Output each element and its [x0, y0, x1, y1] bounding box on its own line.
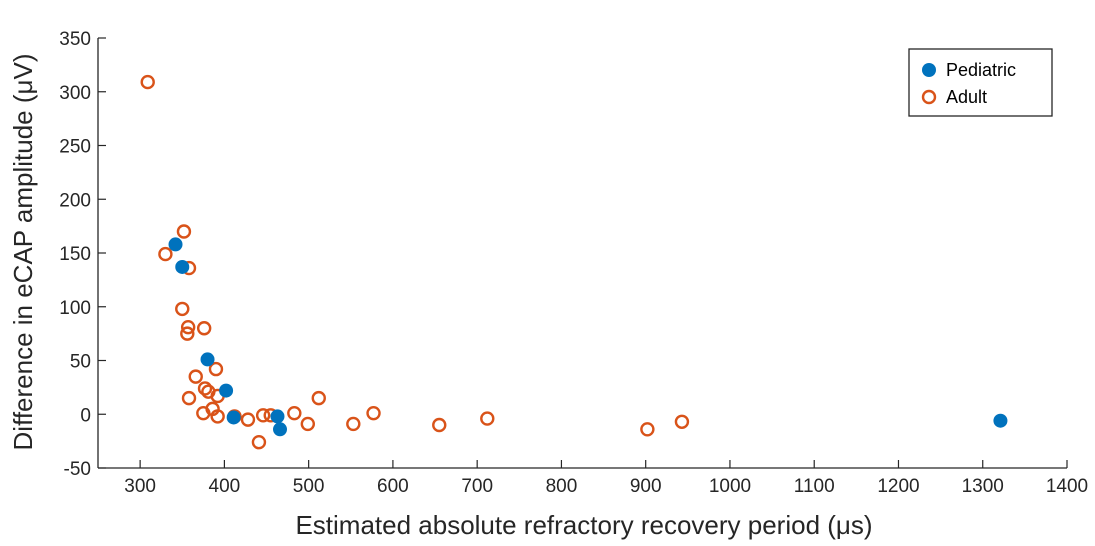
x-axis-label: Estimated absolute refractory recovery p… [295, 510, 872, 540]
adult-point [158, 246, 173, 262]
pediatric-point [200, 352, 215, 367]
x-tick-label: 1000 [709, 476, 751, 497]
adult-point [432, 417, 447, 433]
adult-point [255, 408, 271, 423]
x-tick-label: 800 [546, 476, 578, 497]
x-tick-label: 400 [209, 476, 241, 497]
y-tick-label: 300 [59, 83, 91, 104]
axes: 300 400 500 600 700 800 900 1000 1100 1200 1300 140… [59, 29, 1088, 497]
pediatric-point [168, 237, 183, 252]
adult-point [210, 409, 225, 424]
pediatric-point [270, 409, 285, 424]
x-tick-label: 1200 [877, 476, 919, 497]
pediatric-point [273, 422, 288, 437]
legend-box [908, 48, 1053, 117]
y-tick-label: 50 [70, 352, 91, 373]
adult-point [180, 319, 196, 335]
x-tick-label: 700 [461, 476, 493, 497]
adult-point [188, 369, 203, 384]
y-tick-label: 250 [59, 137, 91, 158]
x-tick-label: 1400 [1046, 476, 1088, 497]
adult-point [197, 381, 213, 396]
adult-point [208, 361, 224, 377]
adult-point [240, 412, 256, 427]
y-tick-label: 350 [59, 29, 91, 50]
adult-point [175, 301, 190, 317]
pediatric-point [175, 259, 190, 274]
x-tick-label: 600 [377, 476, 409, 497]
legend-label-adult: Adult [946, 87, 987, 107]
adult-point [674, 414, 690, 429]
x-tick-label: 1300 [962, 476, 1004, 497]
y-tick-label: 100 [59, 298, 91, 319]
adult-point [287, 405, 302, 421]
y-tick-label: 200 [59, 190, 91, 211]
y-axis-label: Difference in eCAP amplitude (μV) [8, 54, 38, 451]
adult-point [300, 416, 316, 432]
adult-point [640, 422, 655, 437]
legend-marker-pediatric [922, 63, 936, 77]
adult-point [480, 411, 495, 426]
legend: Pediatric Adult [908, 48, 1053, 117]
y-tick-label: 150 [59, 244, 91, 265]
adult-point [180, 326, 195, 341]
legend-marker-adult [921, 89, 937, 105]
y-tick-label: 0 [80, 405, 91, 426]
adult-point [251, 435, 267, 450]
adult-point [311, 390, 326, 406]
adult-point [366, 405, 381, 421]
pediatric-point [993, 413, 1008, 428]
x-tick-label: 900 [630, 476, 662, 497]
adult-point [196, 405, 211, 421]
adult-point [140, 74, 155, 90]
legend-label-pediatric: Pediatric [946, 60, 1016, 80]
adult-point [196, 321, 212, 336]
pediatric-point [219, 383, 234, 398]
adult-point [181, 390, 197, 406]
adult-point [176, 224, 192, 239]
x-tick-label: 1100 [794, 476, 835, 497]
x-tick-label: 300 [124, 476, 156, 497]
pediatric-point [226, 410, 241, 425]
x-tick-label: 500 [293, 476, 325, 497]
y-tick-label: -50 [64, 459, 91, 480]
data-points [140, 74, 1008, 450]
adult-point [346, 416, 361, 432]
